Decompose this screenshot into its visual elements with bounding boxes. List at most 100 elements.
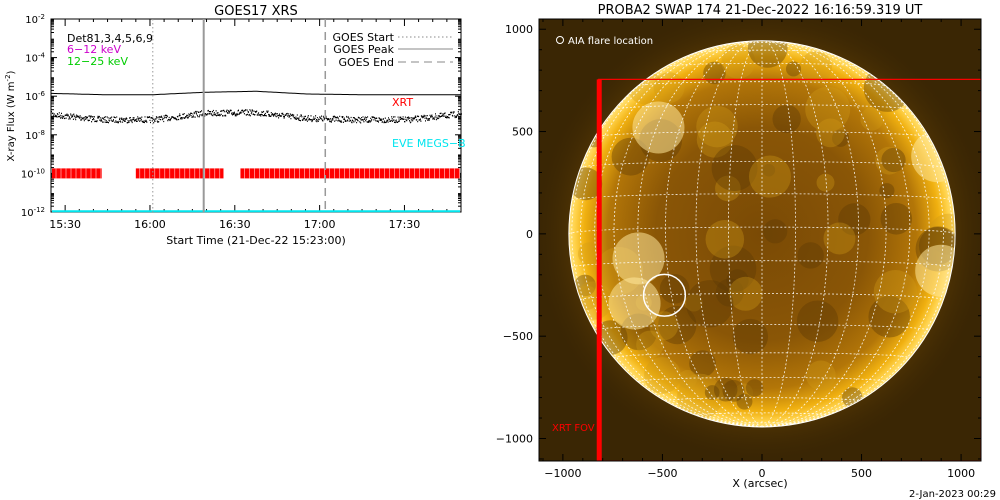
swap-x-tick-label: −1000: [544, 467, 581, 480]
latitude-line: [613, 352, 911, 359]
latitude-line: [728, 422, 796, 425]
disk-blotch: [748, 155, 792, 198]
disk-blotch: [659, 273, 690, 304]
goes-x-tick-label: 16:00: [134, 218, 166, 231]
longitude-line: [761, 40, 829, 427]
disk-blotch: [684, 293, 703, 312]
swap-x-tick-label: 0: [758, 467, 765, 480]
disk-blotch: [636, 330, 664, 359]
longitude-line: [761, 40, 887, 427]
disk-blotch: [715, 278, 744, 307]
legend-goes-peak: GOES Peak: [333, 43, 394, 56]
xrt-observation-band: [52, 168, 102, 179]
disk-blotch: [686, 280, 734, 328]
legend-6-12-kev: 6−12 keV: [67, 43, 121, 56]
active-region: [632, 101, 685, 154]
goes-x-tick-label: 16:30: [219, 218, 251, 231]
disk-blotch: [762, 163, 776, 177]
disk-blotch: [879, 183, 895, 199]
disk-blotch: [715, 175, 741, 202]
disk-blotch: [747, 40, 788, 68]
xrt-observation-band: [240, 168, 460, 179]
disk-blotch: [736, 393, 753, 410]
disk-blotch: [711, 145, 758, 191]
goes-y-tick-label: 10-10: [21, 167, 45, 180]
disk-blotch: [832, 129, 850, 147]
disk-blotch: [677, 373, 723, 420]
goes-y-tick-label: 10-12: [21, 206, 45, 219]
disk-blotch: [722, 379, 745, 402]
disk-blotch: [696, 105, 738, 148]
disk-blotch: [881, 147, 906, 173]
plot-timestamp: 2-Jan-2023 00:29: [909, 489, 996, 500]
disk-blotch: [705, 220, 745, 259]
swap-x-axis-label: X (arcsec): [732, 477, 787, 490]
longitude-line: [728, 40, 763, 427]
longitude-line: [594, 40, 763, 427]
longitude-line: [761, 41, 944, 427]
flare-legend-icon: [556, 36, 564, 44]
goes-y-tick-label: 10-2: [25, 13, 45, 26]
disk-blotch: [875, 146, 904, 175]
goes-chart: GOES17 XRS 10-12 10-10 10-8 10-6 10-4 10-2 15…: [4, 4, 466, 247]
goes-chart-title: GOES17 XRS: [214, 4, 298, 19]
swap-chart-title: PROBA2 SWAP 174 21-Dec-2022 16:16:59.319…: [598, 3, 923, 18]
legend-detectors: Det81,3,4,5,6,9: [67, 32, 153, 45]
longitude-line: [613, 40, 763, 427]
solar-disk-texture: [569, 40, 956, 420]
disk-blotch: [797, 242, 824, 269]
latitude-line: [695, 412, 829, 416]
disk-blotch: [704, 385, 720, 400]
disk-blotch: [696, 121, 733, 158]
swap-y-tick-label: 0: [526, 228, 533, 241]
disk-blotch: [823, 222, 856, 255]
swap-x-axis: −1000 −500 0 500 1000: [542, 19, 975, 480]
disk-blotch: [816, 118, 845, 148]
longitude-line: [761, 40, 796, 427]
latitude-line: [613, 104, 911, 110]
goes-x-tick-label: 17:00: [304, 218, 336, 231]
disk-blotch: [880, 202, 913, 235]
disk-blotch: [689, 350, 716, 377]
swap-y-tick-label: −1000: [496, 432, 533, 445]
disk-blotch: [805, 360, 836, 391]
legend-goes-end: GOES End: [338, 56, 394, 69]
disk-blotch: [928, 213, 956, 255]
aia-flare-circle: [642, 273, 687, 317]
goes-event-lines: [152, 19, 327, 212]
disk-blotch: [785, 61, 802, 77]
swap-y-tick-label: −500: [503, 330, 533, 343]
goes-y-tick-label: 10-6: [25, 90, 45, 103]
longitude-line: [761, 40, 911, 427]
disk-blotch: [799, 51, 833, 84]
longitude-line: [580, 41, 763, 427]
legend-12-25-kev: 12−25 keV: [67, 55, 128, 68]
swap-x-tick-label: −500: [647, 467, 677, 480]
xrt-fov-left-edge: [596, 79, 602, 461]
disk-blotch: [611, 137, 650, 176]
latitude-line: [729, 42, 795, 44]
disk-blotch: [703, 61, 726, 85]
latitude-line: [568, 226, 956, 235]
disk-blotch: [726, 269, 749, 292]
goes-y-tick-label: 10-4: [25, 52, 45, 65]
latitude-line: [637, 377, 887, 382]
xrt-fov-label: XRT FOV: [552, 423, 595, 434]
latitude-line: [665, 62, 859, 67]
latitude-line: [580, 293, 944, 301]
series-points-noisy: [51, 109, 462, 124]
swap-plot-frame: [538, 18, 982, 462]
disk-blotch: [653, 72, 685, 104]
disk-blotch: [574, 274, 596, 297]
disk-blotch: [763, 219, 788, 244]
disk-blotch: [816, 173, 835, 192]
latitude-line: [594, 131, 930, 138]
longitude-line: [695, 40, 763, 427]
goes-data-layer: [51, 90, 462, 213]
disk-blotch: [796, 300, 839, 342]
goes-x-tick-label: 15:30: [49, 218, 81, 231]
goes-y-tick-label: 10-8: [25, 129, 45, 142]
latitude-line: [594, 324, 930, 331]
disk-blotch: [745, 379, 764, 397]
